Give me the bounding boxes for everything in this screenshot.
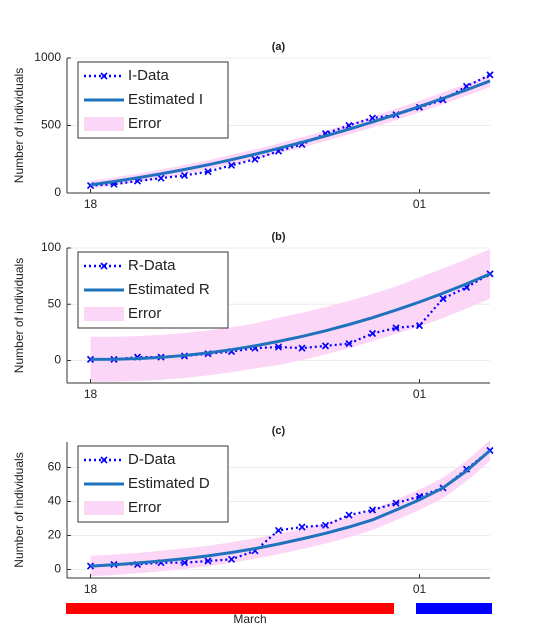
data-marker (227, 555, 236, 563)
legend-marker (100, 72, 108, 80)
april-bar (416, 603, 492, 614)
y-tick-label: 50 (48, 296, 62, 310)
legend-marker (100, 456, 108, 464)
data-marker (274, 526, 283, 534)
y-axis-label: Number of individuals (12, 68, 26, 183)
legend-label: D-Data (128, 451, 176, 468)
data-marker (415, 322, 424, 330)
data-marker (298, 523, 306, 531)
data-line (90, 73, 491, 187)
legend-swatch (84, 117, 124, 131)
data-marker (204, 168, 212, 176)
data-marker (227, 161, 236, 169)
chart-title: (c) (272, 425, 286, 437)
data-marker (345, 340, 353, 348)
legend-label: Error (128, 115, 161, 132)
y-tick-label: 60 (48, 460, 62, 474)
x-tick-label: 18 (84, 387, 98, 401)
data-marker (321, 521, 330, 529)
x-tick-label: 01 (413, 582, 427, 596)
legend-swatch (84, 307, 124, 321)
y-tick-label: 100 (41, 240, 61, 254)
estimate-line (90, 79, 491, 187)
y-tick-label: 20 (48, 528, 62, 542)
data-marker (392, 324, 400, 332)
data-marker (157, 174, 165, 182)
legend-label: Estimated D (128, 475, 210, 492)
chart-title: (b) (271, 231, 285, 243)
legend-label: I-Data (128, 67, 170, 84)
y-tick-label: 1000 (34, 50, 61, 64)
estimate-line (90, 272, 491, 361)
data-marker (274, 343, 283, 351)
data-marker (439, 295, 447, 303)
march-bar (66, 603, 394, 614)
data-marker (345, 511, 353, 519)
legend-label: Error (128, 305, 161, 322)
y-axis-label: Number of individuals (12, 452, 26, 567)
data-marker (486, 71, 494, 79)
y-axis-label: Number of individuals (12, 258, 26, 373)
x-tick-label: 01 (413, 197, 427, 211)
y-tick-label: 40 (48, 494, 62, 508)
legend-label: R-Data (128, 257, 176, 274)
data-marker (321, 342, 330, 350)
y-tick-label: 0 (54, 562, 61, 576)
month-label: March (233, 612, 266, 626)
data-marker (368, 329, 377, 338)
legend-marker (100, 262, 108, 270)
x-tick-label: 18 (84, 582, 98, 596)
error-band (90, 249, 490, 382)
data-marker (368, 506, 377, 514)
data-marker (180, 171, 189, 180)
x-tick-label: 01 (413, 387, 427, 401)
data-line (90, 449, 491, 568)
data-marker (298, 344, 306, 352)
data-marker (180, 559, 189, 567)
legend-swatch (84, 501, 124, 515)
data-marker (392, 499, 400, 507)
legend-label: Estimated I (128, 91, 203, 108)
data-marker (204, 557, 212, 565)
legend-label: Error (128, 499, 161, 516)
y-tick-label: 500 (41, 118, 61, 132)
legend-label: Estimated R (128, 281, 210, 298)
y-tick-label: 0 (54, 353, 61, 367)
estimate-line (90, 449, 491, 568)
chart-title: (a) (272, 41, 286, 53)
y-tick-label: 0 (54, 185, 61, 199)
data-marker (251, 155, 259, 163)
x-tick-label: 18 (84, 197, 98, 211)
